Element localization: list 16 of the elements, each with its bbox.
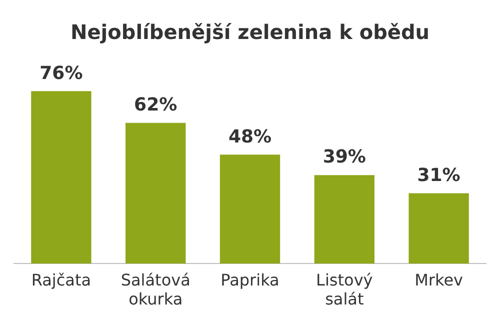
- chart-title: Nejoblíbenější zelenina k obědu: [70, 20, 430, 44]
- bar: [314, 175, 374, 264]
- data-label: 76%: [40, 62, 83, 84]
- x-tick-label: Rajčata: [31, 270, 92, 290]
- x-tick-label: Mrkev: [414, 270, 463, 290]
- bar: [31, 91, 92, 264]
- bar: [126, 122, 186, 264]
- x-tick-label: Salátová okurka: [120, 270, 190, 309]
- x-tick-label: Listový salát: [316, 270, 373, 309]
- bar: [408, 193, 469, 264]
- data-label: 31%: [417, 164, 460, 186]
- data-label: 48%: [228, 126, 272, 148]
- bar: [220, 154, 280, 264]
- data-label: 39%: [322, 146, 366, 168]
- x-tick-label: Paprika: [220, 270, 280, 290]
- data-label: 62%: [134, 94, 178, 116]
